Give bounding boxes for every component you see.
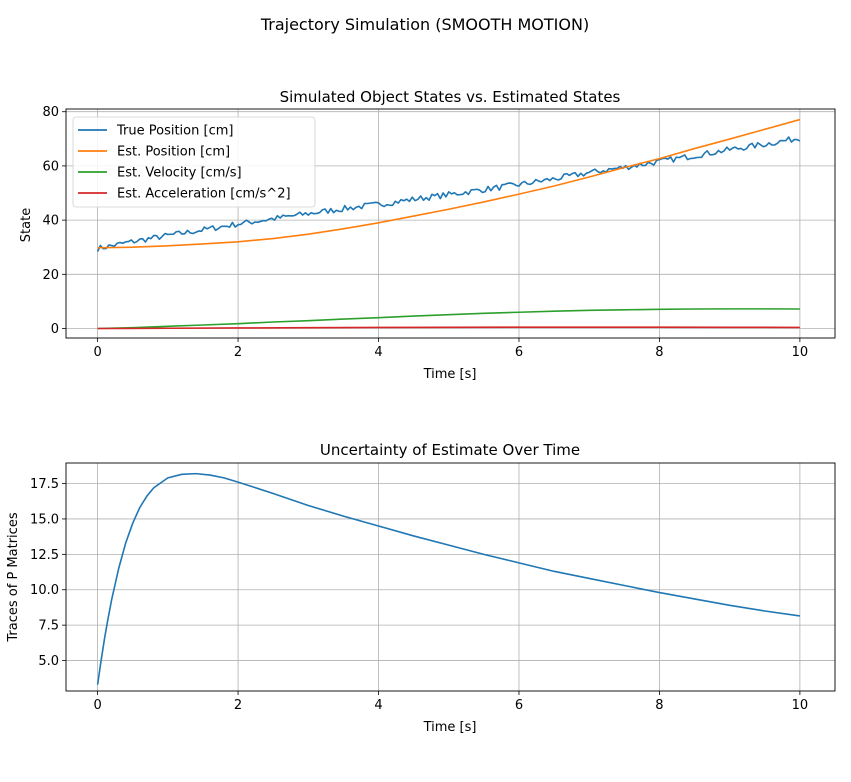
y-tick-label: 60 (42, 159, 59, 174)
y-tick-label: 15.0 (30, 512, 59, 527)
series-line-true-position-cm (96, 136, 801, 252)
series-line-trace-of-p (96, 472, 801, 685)
y-tick-label: 7.5 (38, 619, 59, 634)
series-line-est-acceleration-cm-s-2 (97, 326, 800, 330)
plot-frame (65, 462, 836, 692)
y-tick-label: 17.5 (30, 477, 59, 492)
states-y-axis-label: State (19, 208, 34, 242)
uncertainty-chart-title: Uncertainty of Estimate Over Time (320, 441, 580, 459)
legend-entry: Est. Acceleration [cm/s^2] (117, 187, 291, 202)
legend-entry: True Position [cm] (116, 124, 233, 139)
series-line-est-position-cm (97, 118, 801, 249)
y-tick-label: 40 (42, 214, 59, 229)
x-tick-label: 10 (792, 698, 809, 713)
x-tick-label: 6 (515, 345, 523, 360)
x-tick-label: 6 (515, 698, 523, 713)
x-tick-label: 4 (374, 345, 382, 360)
plot-frame (65, 108, 836, 339)
y-tick-label: 20 (42, 268, 59, 283)
x-tick-label: 2 (234, 345, 242, 360)
legend-entry: Est. Position [cm] (117, 145, 230, 160)
states-x-axis-label: Time [s] (423, 367, 477, 382)
x-tick-label: 2 (234, 698, 242, 713)
y-tick-label: 80 (42, 105, 59, 120)
states-chart-title: Simulated Object States vs. Estimated St… (280, 88, 621, 106)
x-tick-label: 8 (655, 345, 663, 360)
x-tick-label: 0 (93, 345, 101, 360)
x-tick-label: 8 (655, 698, 663, 713)
legend-box (72, 116, 316, 208)
figure-title: Trajectory Simulation (SMOOTH MOTION) (260, 15, 589, 34)
uncertainty-chart: Uncertainty of Estimate Over Time Time [… (6, 441, 836, 735)
y-tick-label: 12.5 (30, 548, 59, 563)
x-tick-label: 0 (93, 698, 101, 713)
legend-entry: Est. Velocity [cm/s] (117, 166, 242, 181)
states-chart: Simulated Object States vs. Estimated St… (19, 88, 836, 382)
uncertainty-x-axis-label: Time [s] (423, 720, 477, 735)
x-tick-label: 4 (374, 698, 382, 713)
y-tick-label: 0 (51, 322, 59, 337)
x-tick-label: 10 (792, 345, 809, 360)
y-tick-label: 10.0 (30, 583, 59, 598)
series-line-est-velocity-cm-s (97, 308, 800, 330)
uncertainty-y-axis-label: Traces of P Matrices (6, 512, 21, 642)
y-tick-label: 5.0 (38, 654, 59, 669)
